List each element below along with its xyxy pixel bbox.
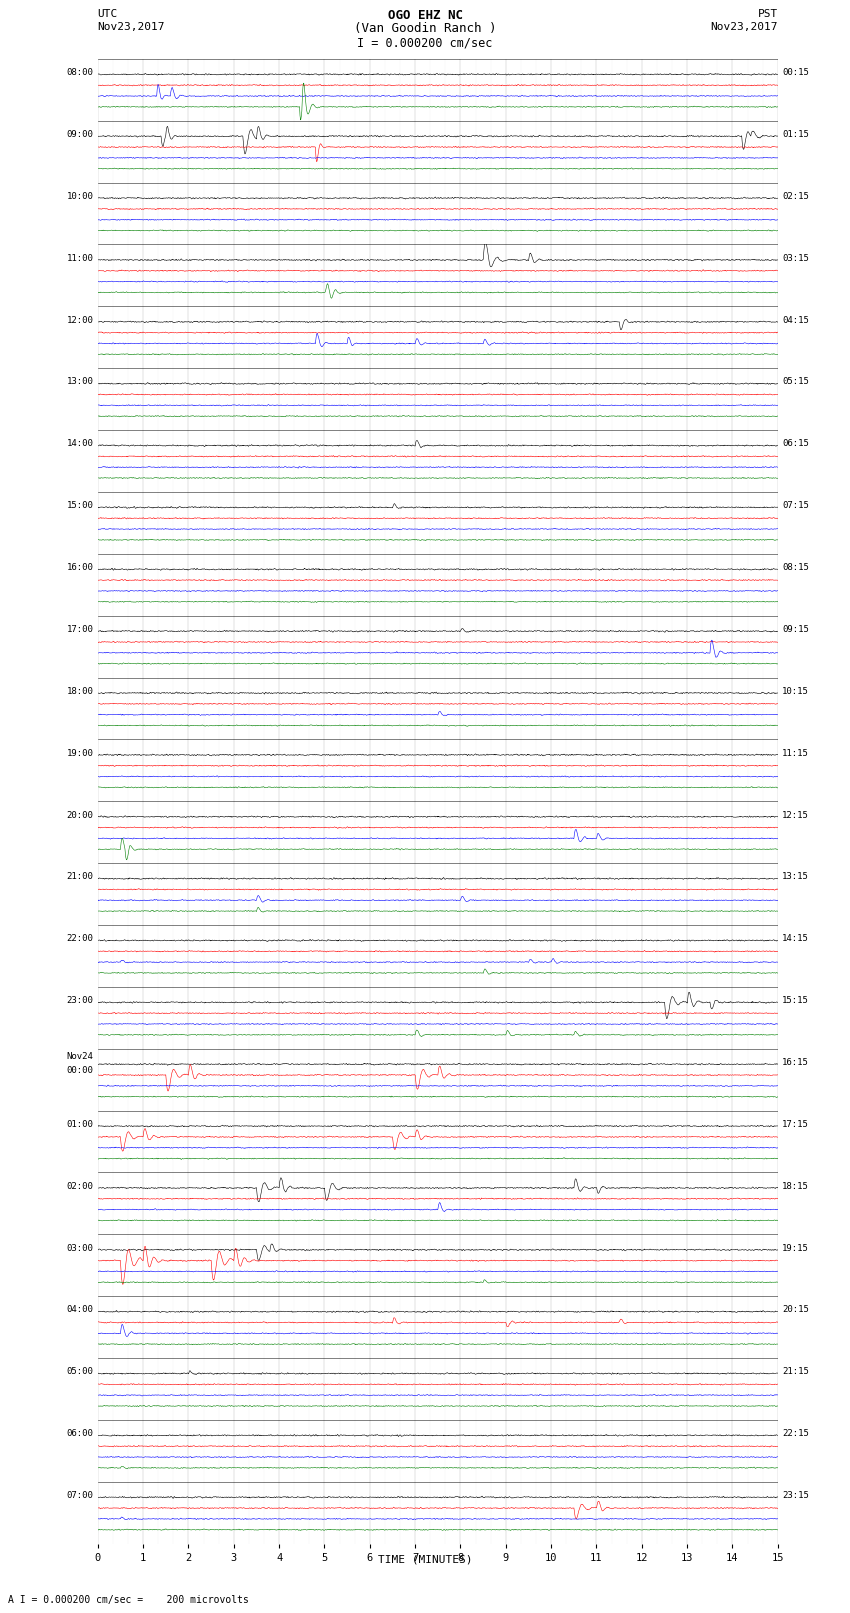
Text: 17:15: 17:15 xyxy=(782,1119,809,1129)
Text: 09:15: 09:15 xyxy=(782,624,809,634)
Text: 22:00: 22:00 xyxy=(66,934,94,944)
Text: 01:00: 01:00 xyxy=(66,1119,94,1129)
Text: 13:00: 13:00 xyxy=(66,377,94,387)
Text: 02:00: 02:00 xyxy=(66,1182,94,1190)
Text: PST: PST xyxy=(757,10,778,19)
Text: 15:15: 15:15 xyxy=(782,997,809,1005)
Text: UTC: UTC xyxy=(98,10,118,19)
Text: A I = 0.000200 cm/sec =    200 microvolts: A I = 0.000200 cm/sec = 200 microvolts xyxy=(8,1595,249,1605)
Text: 09:00: 09:00 xyxy=(66,131,94,139)
Text: Nov24: Nov24 xyxy=(66,1052,94,1061)
Text: 03:00: 03:00 xyxy=(66,1244,94,1253)
Text: 14:15: 14:15 xyxy=(782,934,809,944)
Text: 20:00: 20:00 xyxy=(66,811,94,819)
Text: 10:00: 10:00 xyxy=(66,192,94,202)
Text: 00:00: 00:00 xyxy=(66,1066,94,1074)
Text: Nov23,2017: Nov23,2017 xyxy=(711,23,778,32)
Text: 07:15: 07:15 xyxy=(782,502,809,510)
Text: 05:15: 05:15 xyxy=(782,377,809,387)
Text: 10:15: 10:15 xyxy=(782,687,809,695)
Text: 11:00: 11:00 xyxy=(66,253,94,263)
Text: 01:15: 01:15 xyxy=(782,131,809,139)
Text: 14:00: 14:00 xyxy=(66,439,94,448)
Text: (Van Goodin Ranch ): (Van Goodin Ranch ) xyxy=(354,23,496,35)
Text: 22:15: 22:15 xyxy=(782,1429,809,1439)
Text: 07:00: 07:00 xyxy=(66,1490,94,1500)
Text: Nov23,2017: Nov23,2017 xyxy=(98,23,165,32)
Text: 04:15: 04:15 xyxy=(782,316,809,324)
Text: TIME (MINUTES): TIME (MINUTES) xyxy=(377,1555,473,1565)
Text: 19:15: 19:15 xyxy=(782,1244,809,1253)
Text: 05:00: 05:00 xyxy=(66,1368,94,1376)
Text: 23:00: 23:00 xyxy=(66,997,94,1005)
Text: 18:15: 18:15 xyxy=(782,1182,809,1190)
Text: 02:15: 02:15 xyxy=(782,192,809,202)
Text: 17:00: 17:00 xyxy=(66,624,94,634)
Text: 12:15: 12:15 xyxy=(782,811,809,819)
Text: 12:00: 12:00 xyxy=(66,316,94,324)
Text: 15:00: 15:00 xyxy=(66,502,94,510)
Text: 08:00: 08:00 xyxy=(66,68,94,77)
Text: 16:15: 16:15 xyxy=(782,1058,809,1066)
Text: 03:15: 03:15 xyxy=(782,253,809,263)
Text: 18:00: 18:00 xyxy=(66,687,94,695)
Text: 04:00: 04:00 xyxy=(66,1305,94,1315)
Text: 06:15: 06:15 xyxy=(782,439,809,448)
Text: 16:00: 16:00 xyxy=(66,563,94,573)
Text: 23:15: 23:15 xyxy=(782,1490,809,1500)
Text: 13:15: 13:15 xyxy=(782,873,809,881)
Text: OGO EHZ NC: OGO EHZ NC xyxy=(388,10,462,23)
Text: 06:00: 06:00 xyxy=(66,1429,94,1439)
Text: 21:00: 21:00 xyxy=(66,873,94,881)
Text: I = 0.000200 cm/sec: I = 0.000200 cm/sec xyxy=(357,37,493,50)
Text: 08:15: 08:15 xyxy=(782,563,809,573)
Text: 00:15: 00:15 xyxy=(782,68,809,77)
Text: 19:00: 19:00 xyxy=(66,748,94,758)
Text: 21:15: 21:15 xyxy=(782,1368,809,1376)
Text: 11:15: 11:15 xyxy=(782,748,809,758)
Text: 20:15: 20:15 xyxy=(782,1305,809,1315)
